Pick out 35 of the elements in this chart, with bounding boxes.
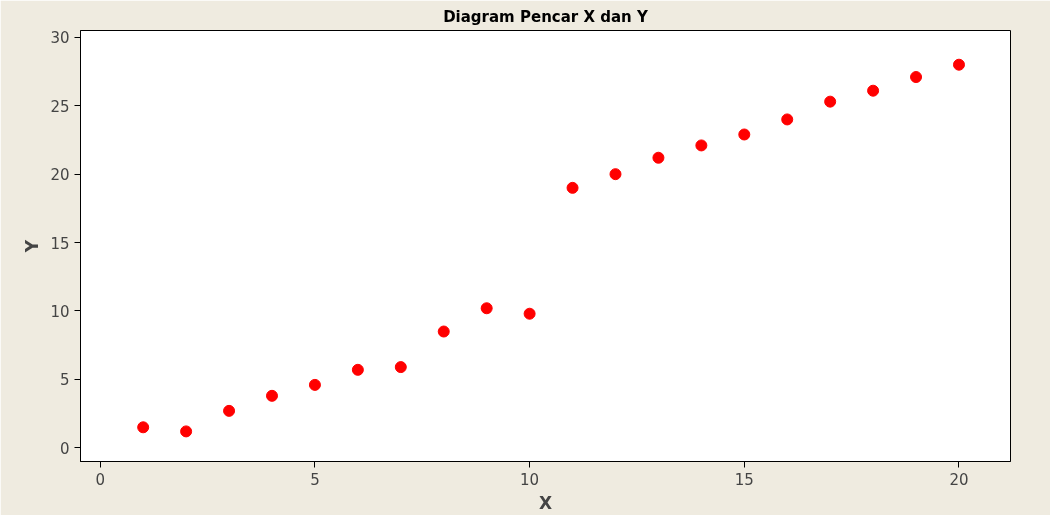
point <box>952 58 965 71</box>
x-tick-label: 20 <box>949 470 969 489</box>
y-tick-label: 15 <box>50 234 70 253</box>
point <box>266 389 278 402</box>
chart-title: Diagram Pencar X dan Y <box>443 7 649 26</box>
point <box>867 84 880 97</box>
y-tick-label: 30 <box>50 29 70 48</box>
point <box>437 325 450 338</box>
point <box>394 361 407 374</box>
y-tick-label: 0 <box>59 439 70 458</box>
y-tick-label: 10 <box>50 302 70 321</box>
point <box>609 168 622 181</box>
point <box>180 425 193 438</box>
point <box>523 307 536 320</box>
x-tick-label: 10 <box>520 470 540 489</box>
point <box>695 139 708 152</box>
point <box>223 404 236 417</box>
y-tick-label: 25 <box>50 97 70 116</box>
y-tick-label: 20 <box>50 166 70 185</box>
point <box>308 378 321 391</box>
x-axis-title: X <box>538 492 553 513</box>
y-axis-title: Y <box>22 239 43 254</box>
point <box>738 128 751 141</box>
y-tick-label: 5 <box>59 371 70 390</box>
x-tick-label: 15 <box>734 470 754 489</box>
point <box>566 181 579 194</box>
point <box>351 363 364 376</box>
point <box>480 302 493 315</box>
point <box>824 95 837 108</box>
point <box>137 421 150 434</box>
point <box>910 71 923 84</box>
x-tick-label: 5 <box>310 470 320 489</box>
point <box>652 151 665 164</box>
x-tick-label: 0 <box>95 470 106 489</box>
point <box>781 113 794 126</box>
